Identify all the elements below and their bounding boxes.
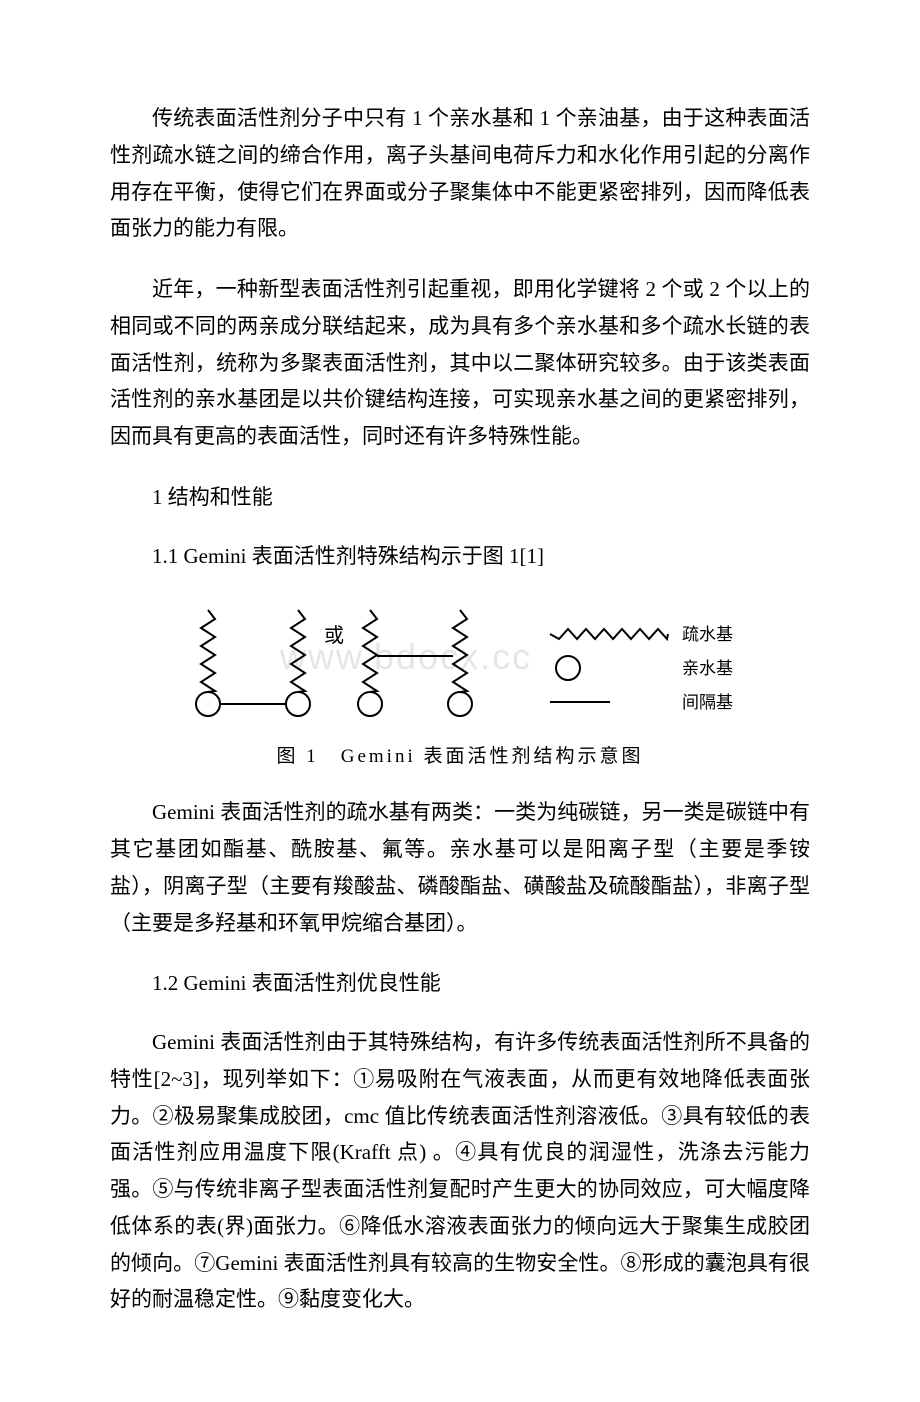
section-1-heading: 1 结构和性能 [110, 479, 810, 516]
figure-1: 或疏水基亲水基间隔基 www.bdocx.cc [180, 596, 740, 731]
legend-hydrophobic-label: 疏水基 [682, 625, 733, 644]
hydrophobic-tail-icon [453, 610, 467, 692]
legend-hydrophobic-icon [550, 629, 668, 639]
figure-1-caption: 图 1 Gemini 表面活性剂结构示意图 [110, 741, 810, 768]
paragraph-hydrophobic-types: Gemini 表面活性剂的疏水基有两类：一类为纯碳链，另一类是碳链中有其它基团如… [110, 794, 810, 941]
hydrophobic-tail-icon [363, 610, 377, 692]
section-1-1-heading: 1.1 Gemini 表面活性剂特殊结构示于图 1[1] [110, 538, 810, 575]
legend-spacer-label: 间隔基 [682, 693, 733, 712]
or-label: 或 [324, 624, 344, 647]
hydrophobic-tail-icon [291, 610, 305, 692]
figure-1-container: 或疏水基亲水基间隔基 www.bdocx.cc [110, 596, 810, 731]
paragraph-properties-list: Gemini 表面活性剂由于其特殊结构，有许多传统表面活性剂所不具备的特性[2~… [110, 1024, 810, 1318]
hydrophobic-tail-icon [201, 610, 215, 692]
intro-paragraph-2: 近年，一种新型表面活性剂引起重视，即用化学键将 2 个或 2 个以上的相同或不同… [110, 271, 810, 455]
figure-1-svg: 或 疏水基亲水基间隔基 [180, 596, 740, 726]
intro-paragraph-1: 传统表面活性剂分子中只有 1 个亲水基和 1 个亲油基，由于这种表面活性剂疏水链… [110, 100, 810, 247]
hydrophilic-head-icon [286, 692, 310, 716]
legend-hydrophilic-label: 亲水基 [682, 659, 733, 678]
section-1-2-heading: 1.2 Gemini 表面活性剂优良性能 [110, 965, 810, 1002]
hydrophilic-head-icon [448, 692, 472, 716]
hydrophilic-head-icon [358, 692, 382, 716]
legend-hydrophilic-icon [556, 656, 580, 680]
hydrophilic-head-icon [196, 692, 220, 716]
